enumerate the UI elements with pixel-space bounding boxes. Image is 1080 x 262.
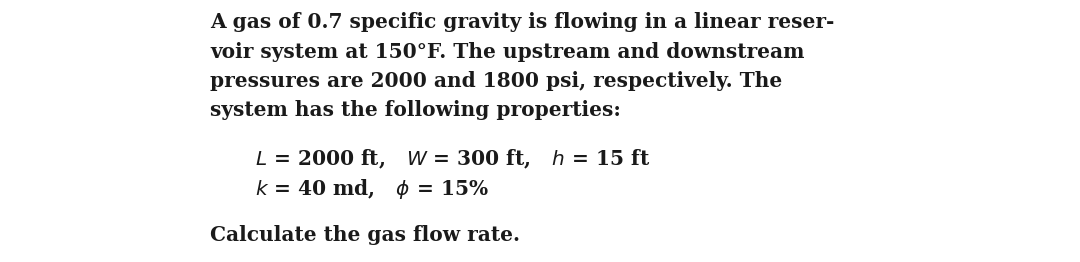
Text: Calculate the gas flow rate.: Calculate the gas flow rate.	[210, 225, 519, 245]
Text: $k$ = 40 md,   $\phi$ = 15%: $k$ = 40 md, $\phi$ = 15%	[255, 177, 489, 201]
Text: voir system at 150°F. The upstream and downstream: voir system at 150°F. The upstream and d…	[210, 41, 805, 62]
Text: $L$ = 2000 ft,   $W$ = 300 ft,   $h$ = 15 ft: $L$ = 2000 ft, $W$ = 300 ft, $h$ = 15 ft	[255, 148, 650, 171]
Text: system has the following properties:: system has the following properties:	[210, 101, 621, 121]
Text: A gas of 0.7 specific gravity is flowing in a linear reser-: A gas of 0.7 specific gravity is flowing…	[210, 12, 835, 32]
Text: pressures are 2000 and 1800 psi, respectively. The: pressures are 2000 and 1800 psi, respect…	[210, 71, 782, 91]
